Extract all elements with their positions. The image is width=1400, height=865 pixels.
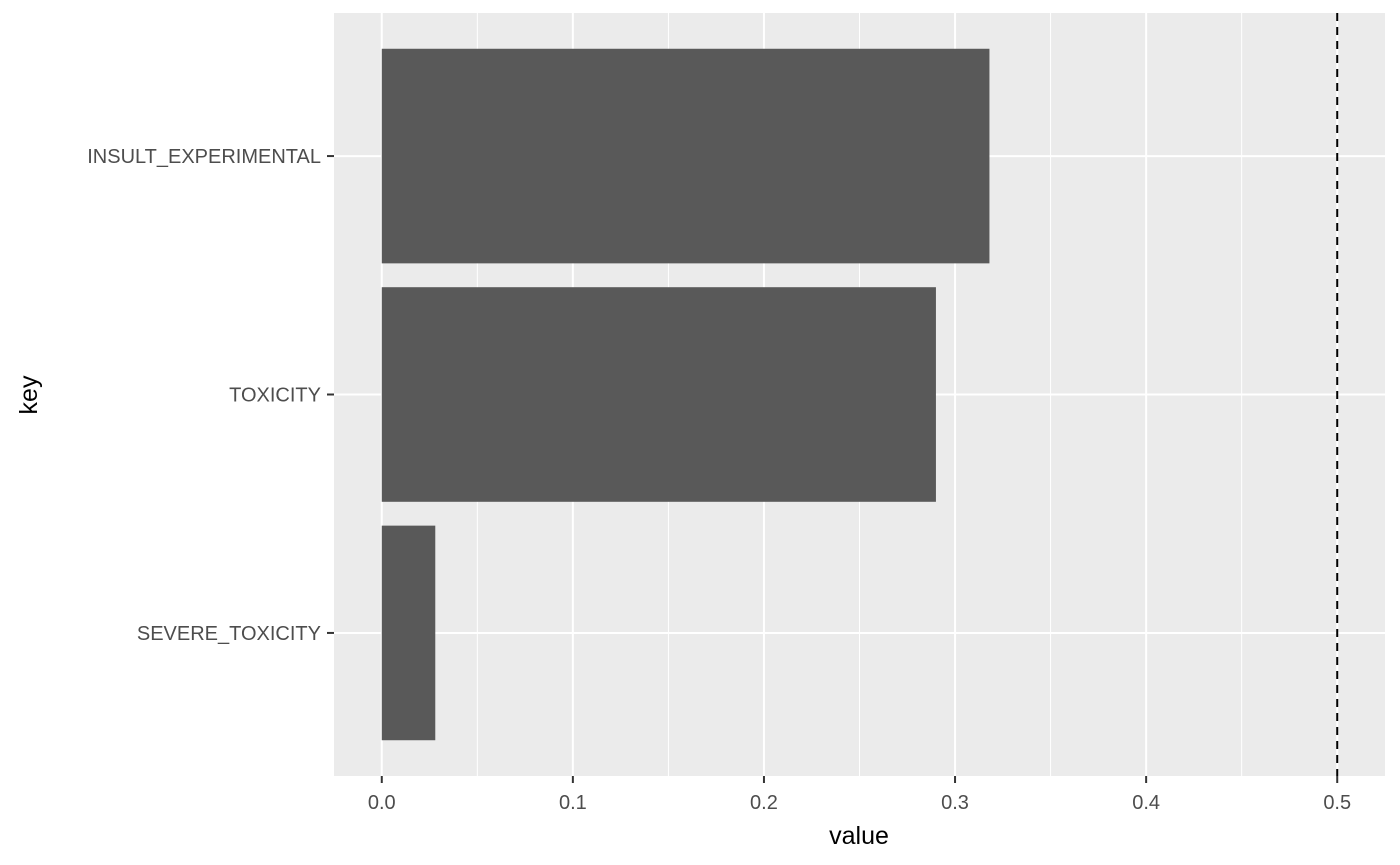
x-tick-label: 0.4 [1132, 792, 1160, 814]
y-tick-label: INSULT_EXPERIMENTAL [87, 146, 321, 168]
x-tick-label: 0.3 [941, 792, 969, 814]
y-axis: INSULT_EXPERIMENTAL TOXICITY SEVERE_TOXICI… [87, 146, 334, 645]
x-axis: 0.0 0.1 0.2 0.3 0.4 0.5 [368, 776, 1351, 814]
bars [381, 48, 990, 741]
x-axis-title: value [829, 822, 889, 850]
x-tick-label: 0.0 [368, 792, 396, 814]
y-tick-label: SEVERE_TOXICITY [137, 623, 321, 645]
x-tick-label: 0.1 [559, 792, 587, 814]
bar [381, 287, 936, 502]
bar [381, 48, 990, 264]
x-tick-label: 0.5 [1323, 792, 1351, 814]
bar [381, 525, 436, 741]
y-tick-label: TOXICITY [229, 385, 321, 407]
y-axis-title: key [15, 375, 43, 414]
x-tick-label: 0.2 [750, 792, 778, 814]
